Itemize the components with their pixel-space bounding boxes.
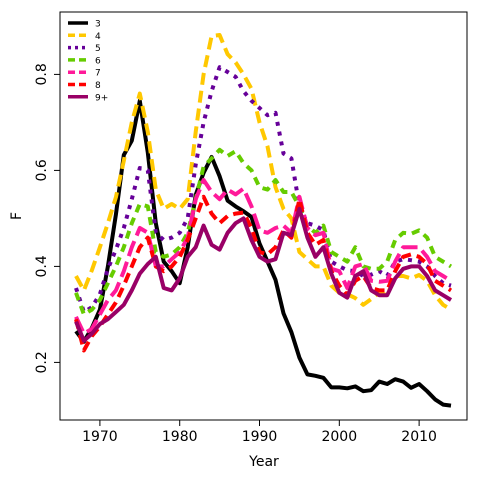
plot-frame [59,11,468,421]
x-tick-label: 2010 [401,429,437,445]
x-axis-title: Year [248,454,279,470]
x-axis: 1970 1980 1990 2000 2010 [82,420,437,445]
legend-label: 9+ [95,93,108,103]
y-axis: 0.2 0.4 0.6 0.8 [34,63,60,374]
y-tick-label: 0.6 [34,159,50,181]
y-axis-title: F [9,212,25,220]
x-tick-label: 2000 [321,429,357,445]
series-line-4 [74,33,453,312]
series-line-7 [74,178,453,336]
x-tick-label: 1990 [242,429,278,445]
legend-label: 7 [95,69,101,79]
series-line-9plus [74,206,453,343]
series-layer [74,33,453,408]
y-tick-label: 0.4 [34,255,50,277]
x-tick-label: 1980 [162,429,198,445]
legend-label: 5 [95,44,101,54]
legend-label: 4 [95,32,101,42]
y-tick-label: 0.2 [34,351,50,373]
series-line-6 [74,147,453,317]
legend-label: 6 [95,56,101,66]
legend-label: 3 [95,20,101,30]
y-tick-label: 0.8 [34,63,50,85]
x-tick-label: 1970 [82,429,118,445]
legend-label: 8 [95,81,101,91]
series-line-8 [74,194,453,353]
legend: 3 4 5 6 7 8 9+ [68,20,108,103]
